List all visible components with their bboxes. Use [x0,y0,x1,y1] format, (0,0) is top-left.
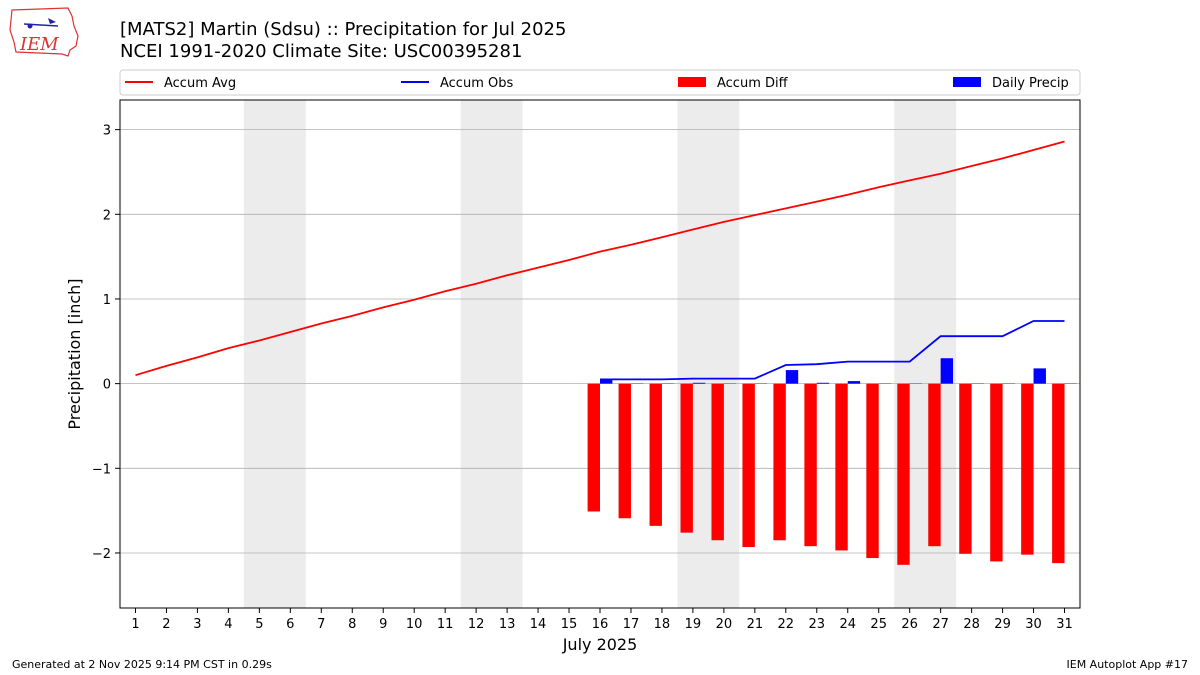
accum-diff-bar [928,383,941,547]
accum-obs-line [600,320,1065,381]
legend-box [119,69,1081,96]
x-tick-label: 29 [994,617,1011,632]
x-tick-label: 2 [162,617,170,632]
x-tick-label: 23 [809,617,826,632]
iem-logo: IEM [8,6,80,62]
y-axis-label: Precipitation [inch] [65,278,84,429]
y-tick-label: −1 [92,462,111,477]
accum-avg-line [135,140,1065,377]
x-tick-label: 25 [870,617,887,632]
legend-swatch [953,77,981,87]
accum-diff-bar [742,383,755,548]
accum-diff-bar [649,383,662,526]
accum-diff-bar [804,383,817,547]
x-tick-label: 5 [255,617,263,632]
x-axis-ticks: 1 2 3 4 5 6 7 8 9 10 11 12 13 14 15 16 17 18 19 20 21 22 23 24 2… [131,608,1073,632]
daily-precip-bar [785,370,799,384]
weekend-band [460,100,523,608]
y-tick-label: −2 [92,547,111,562]
weekend-shading [243,100,957,608]
chart-title-line2: NCEI 1991-2020 Climate Site: USC00395281 [120,41,522,62]
daily-precip-bar [816,382,830,384]
svg-text:IEM: IEM [19,34,59,55]
x-tick-label: 3 [193,617,201,632]
footer-app: IEM Autoplot App #17 [1066,658,1189,671]
x-tick-label: 11 [437,617,454,632]
accum-diff-bar [990,383,1003,562]
y-tick-label: 3 [103,124,111,139]
x-tick-label: 6 [286,617,294,632]
y-axis-ticks: 3 2 1 0 −1 −2 [92,124,120,562]
legend-item: Accum Avg [125,76,236,91]
x-tick-label: 14 [530,617,547,632]
x-tick-label: 20 [716,617,733,632]
x-tick-label: 12 [468,617,485,632]
legend-label: Accum Diff [717,76,789,91]
x-tick-label: 22 [778,617,795,632]
accum-diff-bar [773,383,786,541]
x-tick-label: 13 [499,617,516,632]
accum-diff-bar [835,383,848,551]
daily-precip-bar [692,382,706,384]
accum-diff-bar [1021,383,1034,555]
x-tick-label: 24 [839,617,856,632]
x-tick-label: 9 [379,617,387,632]
legend-item: Accum Obs [401,76,513,91]
x-tick-label: 10 [406,617,423,632]
accum-diff-bar [959,383,972,554]
y-tick-label: 1 [103,293,111,308]
legend-label: Daily Precip [992,76,1069,91]
accum-diff-bar [1052,383,1065,564]
accum-diff-bar [587,383,600,512]
x-tick-label: 1 [131,617,139,632]
plot-area: 1 2 3 4 5 6 7 8 9 10 11 12 13 14 15 16 17 18 19 20 21 22 23 24 2… [92,99,1081,632]
x-tick-label: 26 [901,617,918,632]
chart-title-line1: [MATS2] Martin (Sdsu) :: Precipitation f… [120,19,566,40]
legend: Accum Avg Accum Obs Accum Diff Daily Precip [119,69,1081,96]
x-tick-label: 19 [685,617,702,632]
x-tick-label: 16 [592,617,609,632]
x-tick-label: 30 [1025,617,1042,632]
x-tick-label: 18 [654,617,671,632]
x-axis-label: July 2025 [562,635,638,654]
x-tick-label: 28 [963,617,980,632]
daily-precip-bar [940,358,954,384]
x-tick-label: 7 [317,617,325,632]
x-tick-label: 31 [1056,617,1073,632]
accum-diff-bar [866,383,879,559]
x-tick-label: 21 [747,617,764,632]
y-tick-label: 0 [103,378,111,393]
legend-swatch [678,77,706,87]
accum-diff-bar [680,383,693,533]
legend-item: Accum Diff [678,76,789,91]
accum-diff-bar [711,383,724,541]
legend-item: Daily Precip [953,76,1069,91]
accum-diff-bar [897,383,910,565]
legend-label: Accum Avg [164,76,236,91]
y-tick-label: 2 [103,208,111,223]
legend-label: Accum Obs [440,76,513,91]
x-tick-label: 27 [932,617,949,632]
weekend-band [243,100,306,608]
lines [135,140,1065,381]
x-tick-label: 17 [623,617,640,632]
daily-precip-bar [600,379,613,384]
daily-precip-bar [1033,368,1046,384]
footer-generated: Generated at 2 Nov 2025 9:14 PM CST in 0… [12,658,272,671]
accum-diff-bar [618,383,631,519]
daily-precip-bar [847,381,861,384]
x-tick-label: 4 [224,617,232,632]
x-tick-label: 15 [561,617,578,632]
bars [587,358,1077,565]
x-tick-label: 8 [348,617,356,632]
